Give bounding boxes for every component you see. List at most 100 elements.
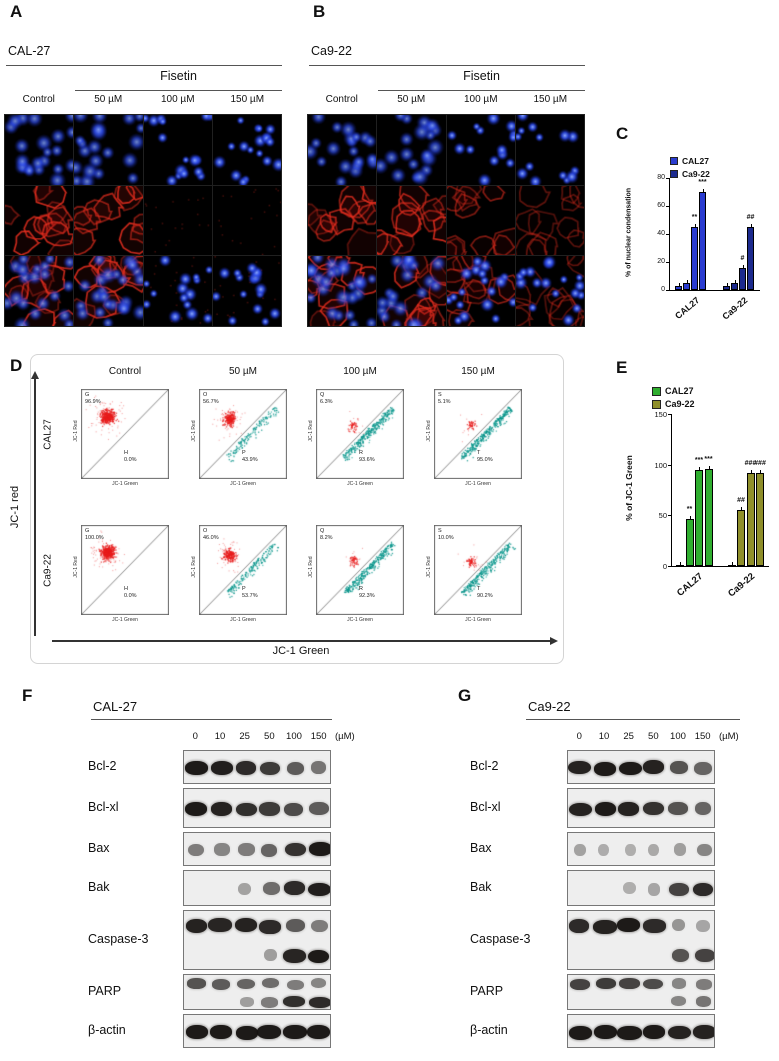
panel-e-chart: 0 50 100 150 ** *** *** CAL27 ## ### ### Ca9-22 [645, 402, 779, 602]
blot-strip [183, 870, 331, 906]
blot-band [184, 802, 208, 817]
blot-band [283, 881, 306, 895]
legend-label-ca922: Ca9-22 [665, 399, 695, 409]
protein-label: β-actin [88, 1023, 126, 1037]
panel-d-x-axis-label: JC-1 Green [272, 645, 330, 657]
panel-g-label: G [458, 686, 472, 705]
micro-image-a-merge-col3 [212, 256, 281, 326]
blot-band [619, 978, 641, 990]
error-bar [760, 469, 761, 473]
blot-band [185, 918, 208, 933]
blot-band [187, 843, 205, 857]
flow-x-axis-label: JC-1 Green [465, 481, 491, 487]
gate-label-bottom: R 92.3% [359, 586, 375, 600]
bar [723, 285, 730, 290]
protein-label: Caspase-3 [88, 932, 149, 946]
y-axis-tick [668, 414, 671, 415]
micro-image-b-merge-col0 [308, 256, 377, 326]
flow-x-axis-label: JC-1 Green [347, 617, 373, 623]
legend-swatch-ca922 [670, 170, 678, 178]
panel-f-label: F [22, 686, 33, 705]
blot-strip [567, 870, 715, 906]
dose-label: Control [325, 94, 358, 105]
flow-y-axis-label: JC-1 Red [73, 556, 79, 578]
bar-annotation: *** [698, 179, 707, 186]
error-bar [694, 224, 696, 227]
lane-label: 10 [598, 731, 610, 742]
blot-band [694, 948, 714, 963]
legend-item-ca922: Ca9-22 [652, 399, 695, 409]
blot-band [311, 761, 327, 774]
micro-image-b-merge-col2 [446, 256, 515, 326]
error-bar [689, 516, 691, 520]
protein-label: PARP [88, 984, 122, 998]
blot-strip [183, 1014, 331, 1048]
blot-strip [567, 974, 715, 1010]
panel-b-treatment-label: Fisetin [463, 69, 500, 83]
flow-canvas [199, 525, 287, 615]
flow-y-axis-label: JC-1 Red [426, 420, 432, 442]
blot-band [307, 882, 330, 897]
error-bar [726, 282, 728, 286]
micro-image-a-merge-col2 [143, 256, 212, 326]
micro-image-b-nuclei-col2 [446, 115, 515, 185]
micro-image-a-merge-col1 [74, 256, 143, 326]
panel-a-label: A [10, 2, 23, 21]
lane-label: 100 [286, 731, 302, 742]
y-axis-tick [666, 178, 669, 179]
flow-y-axis-label: JC-1 Red [308, 556, 314, 578]
error-bar [734, 280, 736, 283]
blot-band [669, 883, 690, 897]
panel-c-y-axis-label: % of nuclear condensation [625, 187, 633, 278]
blot-band [306, 1025, 330, 1039]
micro-image-a-membrane-col2 [143, 185, 212, 256]
blot-band [282, 948, 306, 963]
protein-label: Bax [88, 841, 110, 855]
protein-label: Bax [470, 841, 492, 855]
error-bar [750, 469, 752, 473]
bar [756, 472, 764, 566]
error-bar [741, 507, 742, 511]
panel-d-y-axis-label: JC-1 red [9, 485, 21, 529]
y-axis-tick [666, 206, 669, 207]
blot-strip [567, 832, 715, 866]
flow-plot: JC-1 Red JC-1 Green G 96.9% H 0.0% [64, 384, 174, 500]
error-bar [742, 264, 744, 268]
blot-band [617, 1025, 642, 1040]
error-bar [708, 465, 710, 469]
blot-band [235, 1025, 258, 1040]
flow-x-axis-label: JC-1 Green [465, 617, 491, 623]
lane-label: 150 [310, 731, 327, 742]
gate-label-bottom: H 0.0% [124, 450, 137, 464]
micro-image-b-membrane-col3 [515, 185, 584, 256]
bar [691, 227, 698, 290]
gate-label-bottom: P 43.9% [242, 450, 258, 464]
blot-band [210, 1024, 232, 1039]
panel-g-rule [526, 719, 740, 720]
lane-label: 50 [648, 731, 659, 742]
protein-label: PARP [470, 984, 504, 998]
panel-b-treatment-rule [378, 90, 585, 91]
panel-d-x-axis-arrow [52, 640, 550, 642]
flow-y-axis-label: JC-1 Red [308, 420, 314, 442]
blot-band [237, 882, 251, 895]
gate-label-bottom: T 95.0% [477, 450, 493, 464]
bar-annotation: ## [737, 497, 745, 505]
y-tick-label: 0 [661, 286, 665, 293]
legend-label-ca922: Ca9-22 [682, 169, 710, 179]
panel-f-rule [91, 719, 332, 720]
legend-item-ca922: Ca9-22 [670, 169, 710, 179]
x-tick-label: Ca9-22 [725, 571, 757, 600]
x-axis-line [669, 290, 760, 291]
blot-band [308, 996, 330, 1008]
panel-b-dose-labels: Control 50 µM 100 µM 150 µM [307, 94, 585, 110]
protein-label: β-actin [470, 1023, 508, 1037]
blot-band [597, 843, 610, 856]
bar [739, 267, 746, 290]
blot-band [692, 882, 714, 897]
protein-label: Bcl-xl [88, 800, 119, 814]
bar [731, 283, 738, 290]
flow-y-axis-label: JC-1 Red [73, 420, 79, 442]
y-tick-label: 100 [654, 460, 667, 470]
